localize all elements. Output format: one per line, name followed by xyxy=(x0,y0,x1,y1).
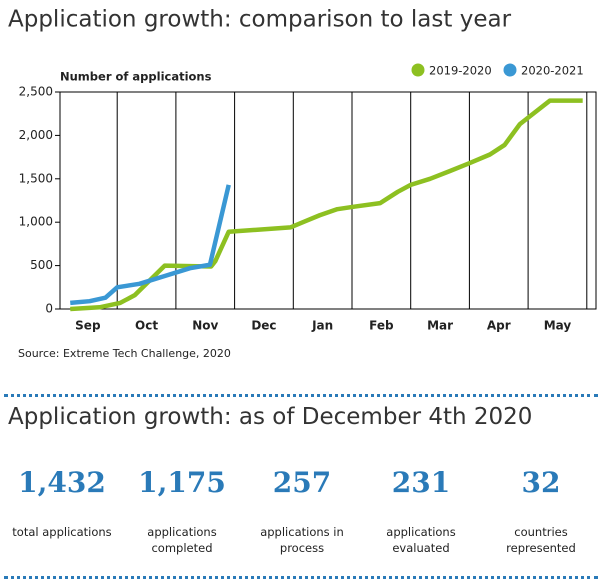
chart: Application growth: comparison to last y… xyxy=(8,7,597,360)
x-tick-label: Dec xyxy=(251,319,276,333)
y-tick-label: 1,000 xyxy=(19,215,53,229)
x-tick-label: Oct xyxy=(135,319,158,333)
stat-value: 1,175 xyxy=(138,466,226,499)
stat: 231 applications evaluated xyxy=(361,466,481,556)
divider xyxy=(4,394,598,397)
stat: 32 countries represented xyxy=(481,466,601,556)
stat-label: total applications xyxy=(12,525,112,539)
legend-swatch xyxy=(503,63,517,77)
stats-title: Application growth: as of December 4th 2… xyxy=(8,404,533,430)
stat: 1,432 total applications xyxy=(2,466,122,540)
x-tick-label: Apr xyxy=(487,319,511,333)
stat-value: 32 xyxy=(521,466,561,499)
stat-value: 257 xyxy=(272,466,332,499)
x-tick-label: Feb xyxy=(369,319,394,333)
legend-swatch xyxy=(411,63,425,77)
stat-label: applications in process xyxy=(260,525,344,555)
legend-label: 2020-2021 xyxy=(521,64,584,78)
plot-frame xyxy=(59,91,597,310)
stat: 1,175 applications completed xyxy=(122,466,242,556)
series-line xyxy=(70,98,583,312)
source: Source: Extreme Tech Challenge, 2020 xyxy=(18,347,231,360)
y-tick-label: 0 xyxy=(45,302,53,316)
chart-title: Application growth: comparison to last y… xyxy=(8,7,512,33)
x-tick-label: Sep xyxy=(75,319,101,333)
stat-value: 231 xyxy=(391,466,451,499)
x-tick-label: Mar xyxy=(427,319,453,333)
divider xyxy=(4,576,598,579)
y-tick-label: 2,500 xyxy=(19,85,53,99)
y-tick-label: 2,000 xyxy=(19,128,53,142)
x-tick-label: May xyxy=(544,319,572,333)
stat-label: applications completed xyxy=(147,525,217,555)
legend-label: 2019-2020 xyxy=(429,64,492,78)
x-tick-label: Jan xyxy=(311,319,333,333)
x-tick-label: Nov xyxy=(192,319,218,333)
y-axis-label: Number of applications xyxy=(60,70,212,84)
stat-label: countries represented xyxy=(506,525,576,555)
y-tick-label: 1,500 xyxy=(19,171,53,185)
stat: 257 applications in process xyxy=(242,466,362,556)
y-tick-label: 500 xyxy=(30,258,53,272)
series-line xyxy=(70,184,231,306)
stat-value: 1,432 xyxy=(18,466,106,499)
stat-label: applications evaluated xyxy=(386,525,456,555)
